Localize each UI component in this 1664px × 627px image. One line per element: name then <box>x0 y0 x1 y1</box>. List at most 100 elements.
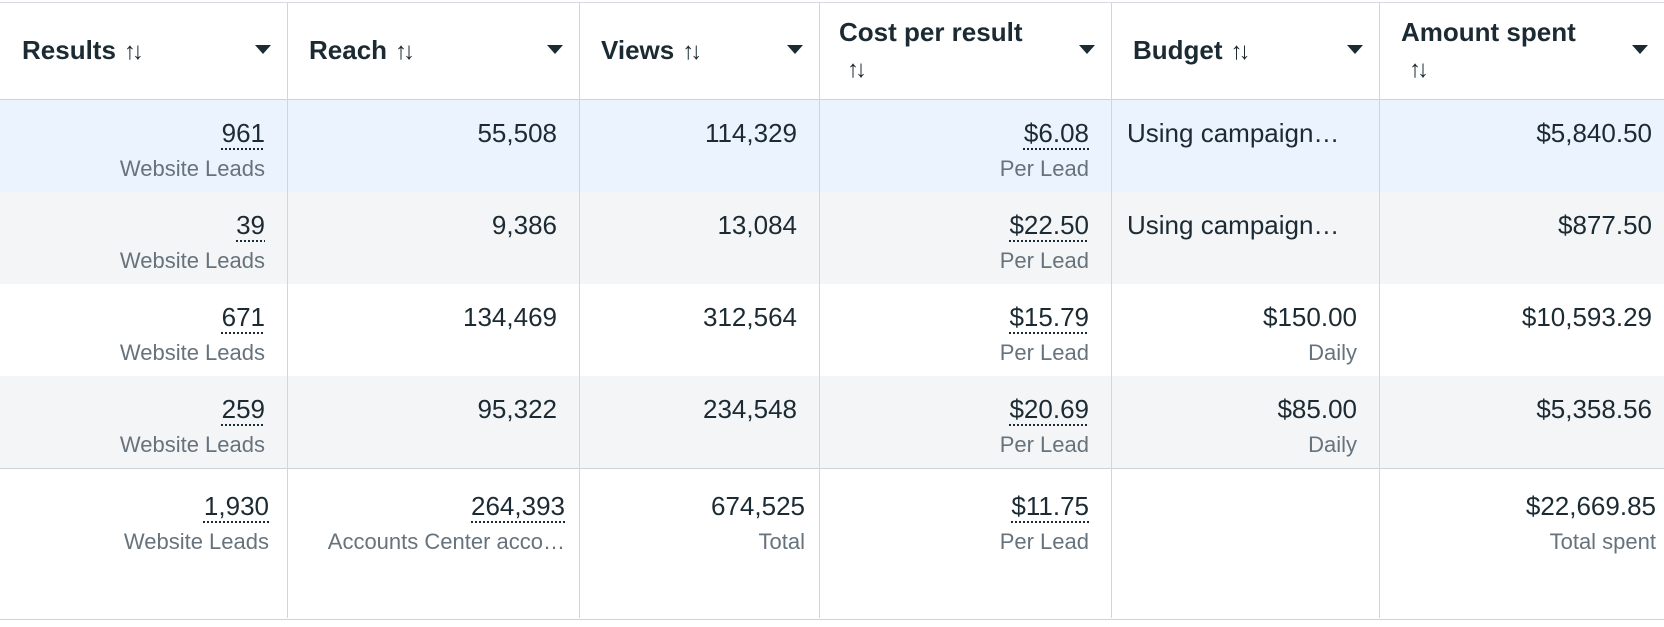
spent-value: $5,840.50 <box>1536 118 1652 148</box>
views-cell: 234,548 <box>579 376 819 468</box>
results-cell: 671 Website Leads <box>0 284 287 376</box>
views-cell: 114,329 <box>579 100 819 192</box>
sort-icon[interactable]: ↑↓ <box>682 38 702 65</box>
views-value: 234,548 <box>703 394 797 424</box>
spent-value: $877.50 <box>1558 210 1652 240</box>
budget-period: Daily <box>1308 340 1357 365</box>
total-budget-cell <box>1111 469 1379 619</box>
views-cell: 13,084 <box>579 192 819 284</box>
results-cell: 961 Website Leads <box>0 100 287 192</box>
total-spent-cell: $22,669.85 Total spent <box>1379 469 1664 619</box>
total-spent-note: Total spent <box>1549 529 1656 554</box>
total-reach-value[interactable]: 264,393 <box>471 491 565 521</box>
total-reach-cell: 264,393 Accounts Center acco… <box>287 469 579 619</box>
header-results-label: Results ↑↓ <box>22 32 144 70</box>
total-spent-value: $22,669.85 <box>1525 491 1656 521</box>
sort-icon[interactable]: ↑↓ <box>123 38 144 65</box>
reach-value: 9,386 <box>491 210 557 240</box>
header-cost-per-result[interactable]: Cost per result ↑↓ <box>819 3 1111 99</box>
results-type: Website Leads <box>119 248 265 273</box>
chevron-down-icon[interactable] <box>547 45 563 54</box>
spent-cell: $877.50 <box>1379 192 1664 284</box>
results-cell: 259 Website Leads <box>0 376 287 468</box>
spent-cell: $10,593.29 <box>1379 284 1664 376</box>
cost-unit: Per Lead <box>999 340 1089 365</box>
budget-cell: Using campaign… <box>1111 100 1379 192</box>
header-reach-label: Reach ↑↓ <box>309 32 415 70</box>
cost-value[interactable]: $15.79 <box>1009 302 1089 332</box>
header-budget[interactable]: Budget ↑↓ <box>1111 3 1379 99</box>
chevron-down-icon[interactable] <box>1632 45 1648 54</box>
header-spent-label: Amount spent ↑↓ <box>1401 14 1576 88</box>
results-value[interactable]: 671 <box>221 302 265 332</box>
budget-period: Daily <box>1308 432 1357 457</box>
cost-cell: $15.79 Per Lead <box>819 284 1111 376</box>
results-type: Website Leads <box>119 156 265 181</box>
table-header: Results ↑↓ Reach ↑↓ Views ↑↓ Cost per resul… <box>0 3 1664 100</box>
chevron-down-icon[interactable] <box>255 45 271 54</box>
sort-icon[interactable]: ↑↓ <box>1230 38 1251 65</box>
header-amount-spent[interactable]: Amount spent ↑↓ <box>1379 3 1664 99</box>
table-row[interactable]: 961 Website Leads 55,508 114,329 $6.08 P… <box>0 100 1664 192</box>
cost-unit: Per Lead <box>999 432 1089 457</box>
reach-cell: 55,508 <box>287 100 579 192</box>
budget-value: Using campaign… <box>1127 118 1340 148</box>
sort-icon[interactable]: ↑↓ <box>847 56 867 83</box>
header-views[interactable]: Views ↑↓ <box>579 3 819 99</box>
budget-cell: Using campaign… <box>1111 192 1379 284</box>
reach-cell: 95,322 <box>287 376 579 468</box>
spent-cell: $5,358.56 <box>1379 376 1664 468</box>
table-row[interactable]: 39 Website Leads 9,386 13,084 $22.50 Per… <box>0 192 1664 284</box>
total-results-value[interactable]: 1,930 <box>203 491 269 521</box>
budget-cell: $150.00 Daily <box>1111 284 1379 376</box>
reach-value: 95,322 <box>477 394 557 424</box>
column-divider[interactable] <box>579 3 580 618</box>
sort-icon[interactable]: ↑↓ <box>395 38 415 65</box>
table-top-border <box>0 2 1664 3</box>
results-value[interactable]: 39 <box>236 210 265 240</box>
cost-value[interactable]: $22.50 <box>1009 210 1089 240</box>
header-reach[interactable]: Reach ↑↓ <box>287 3 579 99</box>
sort-icon[interactable]: ↑↓ <box>1409 56 1429 83</box>
results-type: Website Leads <box>119 432 265 457</box>
reach-cell: 9,386 <box>287 192 579 284</box>
chevron-down-icon[interactable] <box>1347 45 1363 54</box>
total-cost-unit: Per Lead <box>999 529 1089 554</box>
table-row[interactable]: 671 Website Leads 134,469 312,564 $15.79… <box>0 284 1664 376</box>
cost-value[interactable]: $20.69 <box>1009 394 1089 424</box>
column-divider[interactable] <box>819 3 820 618</box>
total-results-type: Website Leads <box>123 529 269 554</box>
table-row[interactable]: 259 Website Leads 95,322 234,548 $20.69 … <box>0 376 1664 468</box>
chevron-down-icon[interactable] <box>1079 45 1095 54</box>
spent-value: $10,593.29 <box>1521 302 1652 332</box>
reach-cell: 134,469 <box>287 284 579 376</box>
cost-cell: $22.50 Per Lead <box>819 192 1111 284</box>
spent-value: $5,358.56 <box>1536 394 1652 424</box>
views-value: 312,564 <box>703 302 797 332</box>
total-views-note: Total <box>758 529 805 554</box>
total-views-value: 674,525 <box>711 491 805 521</box>
cost-value[interactable]: $6.08 <box>1023 118 1089 148</box>
budget-value: $85.00 <box>1277 394 1357 424</box>
results-value[interactable]: 961 <box>221 118 265 148</box>
cost-unit: Per Lead <box>999 156 1089 181</box>
total-views-cell: 674,525 Total <box>579 469 819 619</box>
column-divider[interactable] <box>1379 3 1380 618</box>
views-cell: 312,564 <box>579 284 819 376</box>
results-value[interactable]: 259 <box>221 394 265 424</box>
results-cell: 39 Website Leads <box>0 192 287 284</box>
chevron-down-icon[interactable] <box>787 45 803 54</box>
cost-unit: Per Lead <box>999 248 1089 273</box>
header-results[interactable]: Results ↑↓ <box>0 3 287 99</box>
cost-cell: $6.08 Per Lead <box>819 100 1111 192</box>
views-value: 13,084 <box>717 210 797 240</box>
budget-cell: $85.00 Daily <box>1111 376 1379 468</box>
reach-value: 134,469 <box>463 302 557 332</box>
column-divider[interactable] <box>1111 3 1112 618</box>
column-divider[interactable] <box>287 3 288 618</box>
header-budget-label: Budget ↑↓ <box>1133 32 1251 70</box>
total-cost-value[interactable]: $11.75 <box>1011 491 1089 521</box>
views-value: 114,329 <box>704 118 797 148</box>
spent-cell: $5,840.50 <box>1379 100 1664 192</box>
total-reach-note: Accounts Center acco… <box>327 529 565 554</box>
